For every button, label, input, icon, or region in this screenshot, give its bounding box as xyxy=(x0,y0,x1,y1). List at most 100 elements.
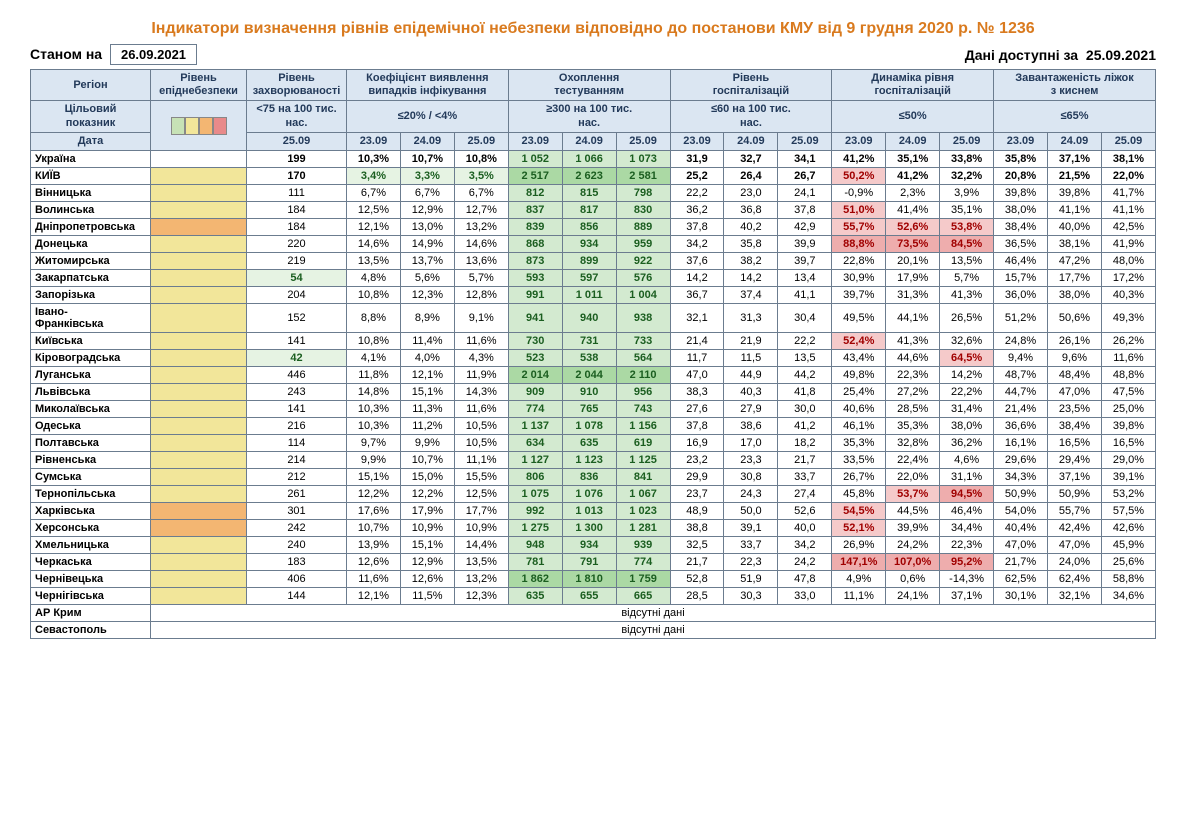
det: 11,2% xyxy=(400,417,454,434)
hosp: 23,7 xyxy=(670,485,724,502)
hosp: 48,9 xyxy=(670,502,724,519)
risk-cell xyxy=(151,519,247,536)
oxy: 23,5% xyxy=(1047,400,1101,417)
dyn: 35,3% xyxy=(832,434,886,451)
risk-cell xyxy=(151,400,247,417)
hosp: 27,6 xyxy=(670,400,724,417)
test: 991 xyxy=(508,286,562,303)
oxy: 51,2% xyxy=(994,303,1048,332)
dyn: 39,7% xyxy=(832,286,886,303)
hosp: 13,5 xyxy=(778,349,832,366)
test: 1 011 xyxy=(562,286,616,303)
oxy: 42,4% xyxy=(1047,519,1101,536)
no-data: відсутні дані xyxy=(151,604,1156,621)
test: 765 xyxy=(562,400,616,417)
oxy: 24,0% xyxy=(1047,553,1101,570)
oxy: 29,6% xyxy=(994,451,1048,468)
dyn: 13,5% xyxy=(940,252,994,269)
test: 815 xyxy=(562,184,616,201)
hosp: 52,6 xyxy=(778,502,832,519)
hosp: 39,9 xyxy=(778,235,832,252)
hosp: 44,2 xyxy=(778,366,832,383)
dyn: 24,1% xyxy=(886,587,940,604)
hosp: 30,8 xyxy=(724,468,778,485)
hosp: 24,1 xyxy=(778,184,832,201)
oxy: 58,8% xyxy=(1101,570,1155,587)
oxy: 25,6% xyxy=(1101,553,1155,570)
dyn: 3,9% xyxy=(940,184,994,201)
hosp: 31,3 xyxy=(724,303,778,332)
hosp: 21,7 xyxy=(778,451,832,468)
incid: 212 xyxy=(247,468,347,485)
test: 941 xyxy=(508,303,562,332)
oxy: 45,9% xyxy=(1101,536,1155,553)
test: 1 052 xyxy=(508,150,562,167)
det: 15,0% xyxy=(400,468,454,485)
det: 11,4% xyxy=(400,332,454,349)
det: 3,3% xyxy=(400,167,454,184)
test: 1 023 xyxy=(616,502,670,519)
incid: 240 xyxy=(247,536,347,553)
oxy: 15,7% xyxy=(994,269,1048,286)
hosp: 22,2 xyxy=(670,184,724,201)
incid: 243 xyxy=(247,383,347,400)
test: 1 123 xyxy=(562,451,616,468)
det: 12,1% xyxy=(347,587,401,604)
region-name: Волинська xyxy=(31,201,151,218)
oxy: 38,4% xyxy=(994,218,1048,235)
dyn: 52,4% xyxy=(832,332,886,349)
test: 730 xyxy=(508,332,562,349)
hdr-detection: Коефіцієнт виявленнявипадків інфікування xyxy=(347,70,509,101)
hosp: 24,2 xyxy=(778,553,832,570)
dyn: 31,3% xyxy=(886,286,940,303)
dyn: 46,4% xyxy=(940,502,994,519)
target-det: ≤20% / <4% xyxy=(347,101,509,132)
dyn: 28,5% xyxy=(886,400,940,417)
det: 12,9% xyxy=(400,553,454,570)
region-name: Україна xyxy=(31,150,151,167)
dyn: 33,5% xyxy=(832,451,886,468)
test: 781 xyxy=(508,553,562,570)
risk-cell xyxy=(151,235,247,252)
det: 12,6% xyxy=(400,570,454,587)
det: 14,9% xyxy=(400,235,454,252)
risk-cell xyxy=(151,587,247,604)
det: 11,6% xyxy=(454,332,508,349)
det: 17,9% xyxy=(400,502,454,519)
dyn: 51,0% xyxy=(832,201,886,218)
oxy: 24,8% xyxy=(994,332,1048,349)
hosp: 11,5 xyxy=(724,349,778,366)
hosp: 33,7 xyxy=(778,468,832,485)
det: 6,7% xyxy=(400,184,454,201)
dyn: 53,8% xyxy=(940,218,994,235)
hdr-date: Дата xyxy=(31,132,151,150)
hosp: 47,8 xyxy=(778,570,832,587)
test: 1 300 xyxy=(562,519,616,536)
hosp: 39,1 xyxy=(724,519,778,536)
risk-cell xyxy=(151,417,247,434)
main-table: РегіонРівеньепіднебезпекиРівеньзахворюва… xyxy=(30,69,1156,639)
test: 597 xyxy=(562,269,616,286)
hdr-hospdyn: Динаміка рівнягоспіталізацій xyxy=(832,70,994,101)
test: 938 xyxy=(616,303,670,332)
det: 9,7% xyxy=(347,434,401,451)
test: 922 xyxy=(616,252,670,269)
hosp: 41,1 xyxy=(778,286,832,303)
risk-cell xyxy=(151,269,247,286)
det: 10,8% xyxy=(454,150,508,167)
test: 939 xyxy=(616,536,670,553)
oxy: 48,8% xyxy=(1101,366,1155,383)
test: 910 xyxy=(562,383,616,400)
hosp: 29,9 xyxy=(670,468,724,485)
oxy: 29,0% xyxy=(1101,451,1155,468)
test: 812 xyxy=(508,184,562,201)
dyn: 37,1% xyxy=(940,587,994,604)
hdr-testing: Охопленнятестуванням xyxy=(508,70,670,101)
test: 2 581 xyxy=(616,167,670,184)
dyn: 49,5% xyxy=(832,303,886,332)
no-data: відсутні дані xyxy=(151,621,1156,638)
hosp: 40,2 xyxy=(724,218,778,235)
test: 733 xyxy=(616,332,670,349)
det: 12,5% xyxy=(454,485,508,502)
det: 15,5% xyxy=(454,468,508,485)
